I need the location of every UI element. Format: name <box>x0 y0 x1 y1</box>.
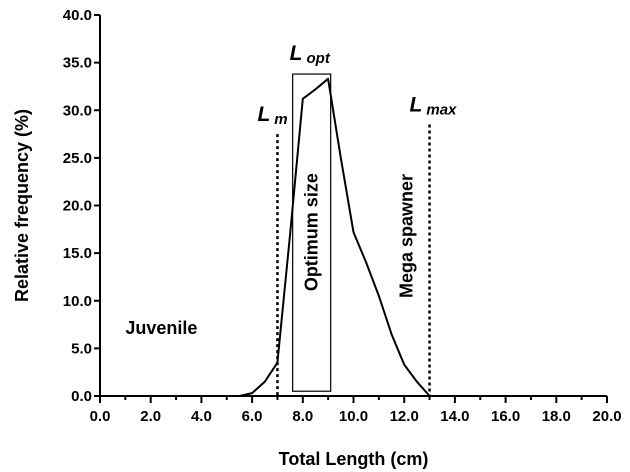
juvenile-label: Juvenile <box>125 318 197 338</box>
x-tick-label: 12.0 <box>390 408 419 425</box>
x-tick-label: 8.0 <box>292 408 313 425</box>
x-axis-title: Total Length (cm) <box>279 449 429 469</box>
series <box>100 77 607 397</box>
y-tick-label: 40.0 <box>63 7 92 24</box>
ticks: 0.0 5.0 10.0 15.0 20.0 25.0 30.0 35.0 40.0 0.0 2.0… <box>63 7 622 425</box>
x-tick-label: 14.0 <box>440 408 469 425</box>
y-tick-label: 20.0 <box>63 198 92 215</box>
x-tick-label: 10.0 <box>339 408 368 425</box>
optimum-size-label: Optimum size <box>302 173 322 291</box>
y-tick-label: 5.0 <box>71 340 92 357</box>
x-tick-label: 6.0 <box>242 408 263 425</box>
y-tick-label: 0.0 <box>71 388 92 405</box>
x-tick-label: 4.0 <box>191 408 212 425</box>
y-tick-label: 25.0 <box>63 150 92 167</box>
x-tick-label: 2.0 <box>140 408 161 425</box>
y-axis-title: Relative frequency (%) <box>12 109 32 302</box>
optimum-size-box <box>292 73 332 392</box>
x-tick-label: 0.0 <box>90 408 111 425</box>
frequency-series-line <box>100 77 607 397</box>
y-tick-label: 30.0 <box>63 102 92 119</box>
x-tick-label: 18.0 <box>542 408 571 425</box>
mega-spawner-label: Mega spawner <box>397 174 417 298</box>
x-tick-label: 16.0 <box>491 408 520 425</box>
x-tick-label: 20.0 <box>592 408 621 425</box>
y-tick-label: 15.0 <box>63 245 92 262</box>
y-tick-label: 10.0 <box>63 293 92 310</box>
y-tick-label: 35.0 <box>63 55 92 72</box>
axes <box>99 15 607 397</box>
